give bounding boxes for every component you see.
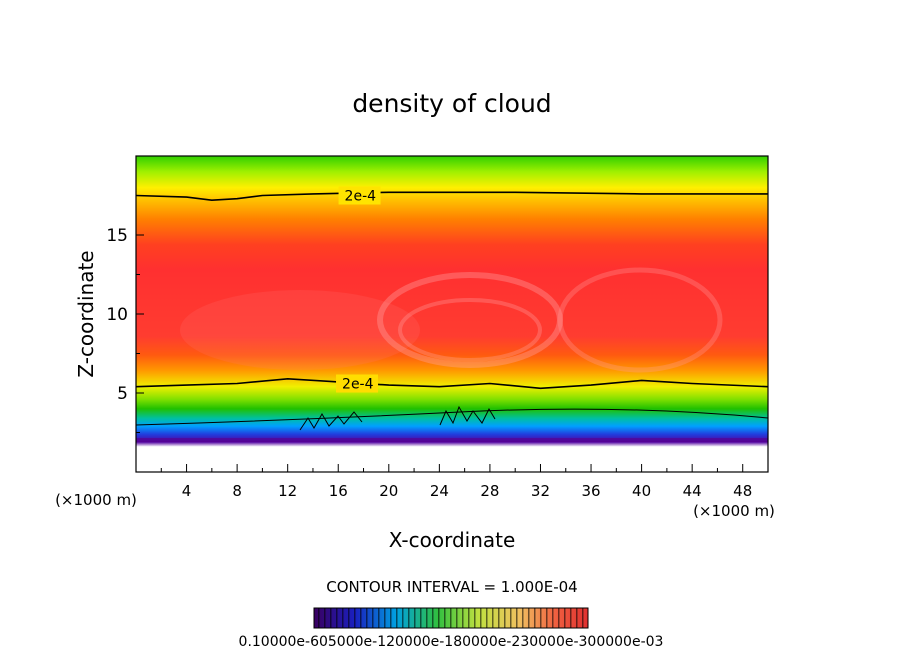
field-texture bbox=[136, 267, 768, 442]
x-tick-label: 20 bbox=[379, 482, 398, 500]
chart-title: density of cloud bbox=[352, 89, 551, 118]
x-tick-label: 44 bbox=[683, 482, 702, 500]
colorbar: 0.10000e-605000e-120000e-180000e-230000e… bbox=[239, 607, 664, 650]
lower-contour-line bbox=[135, 377, 769, 390]
x-tick-label: 48 bbox=[733, 482, 752, 500]
y-tick-label: 5 bbox=[117, 384, 128, 404]
contour-label: 2e-4 bbox=[342, 377, 374, 393]
contour-labels: 2e-4 2e-4 bbox=[336, 186, 381, 393]
colorbar-tick-labels: 0.10000e-605000e-120000e-180000e-230000e… bbox=[239, 634, 664, 650]
x-unit-note-right: (×1000 m) bbox=[693, 502, 775, 520]
x-tick-label: 4 bbox=[182, 482, 192, 500]
x-unit-note-left: (×1000 m) bbox=[55, 491, 137, 509]
x-tick-label: 8 bbox=[232, 482, 242, 500]
contour-label-bg bbox=[338, 186, 381, 205]
x-tick-label: 32 bbox=[531, 482, 550, 500]
upper-contour-line bbox=[135, 191, 768, 202]
contour-label: 2e-4 bbox=[345, 189, 377, 205]
contour-label-bg bbox=[336, 374, 379, 393]
x-tick-label: 16 bbox=[329, 482, 348, 500]
x-tick-label: 24 bbox=[430, 482, 449, 500]
x-axis-label: X-coordinate bbox=[389, 528, 516, 552]
y-tick-label: 15 bbox=[106, 226, 128, 246]
y-tick-label: 10 bbox=[106, 305, 128, 325]
colorbar-frame bbox=[313, 607, 589, 629]
x-tick-label: 12 bbox=[278, 482, 297, 500]
density-field bbox=[136, 156, 768, 472]
x-tick-label: 36 bbox=[581, 482, 600, 500]
colorbar-stripes bbox=[314, 608, 588, 628]
x-tick-label: 28 bbox=[480, 482, 499, 500]
y-axis-label: Z-coordinate bbox=[74, 250, 98, 377]
contour-interval-text: CONTOUR INTERVAL = 1.000E-04 bbox=[326, 578, 577, 596]
x-tick-label: 40 bbox=[632, 482, 651, 500]
